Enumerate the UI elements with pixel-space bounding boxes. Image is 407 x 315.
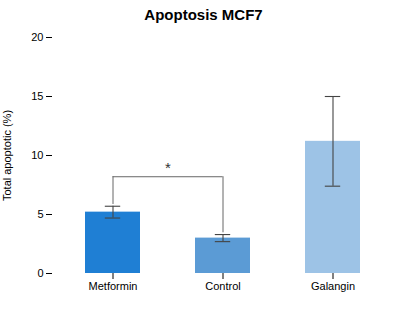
svg-text:Metformin: Metformin (89, 280, 138, 292)
svg-text:5: 5 (37, 208, 43, 220)
svg-text:Galangin: Galangin (311, 280, 355, 292)
svg-text:*: * (165, 159, 171, 176)
html-text:Apoptosis MCF7: Apoptosis MCF7 (144, 6, 263, 23)
svg-text:20: 20 (31, 31, 43, 43)
svg-text:15: 15 (31, 90, 43, 102)
svg-text:Total apoptotic (%): Total apoptotic (%) (1, 110, 13, 201)
svg-text:Control: Control (205, 280, 240, 292)
svg-text:0: 0 (37, 267, 43, 279)
svg-text:10: 10 (31, 149, 43, 161)
